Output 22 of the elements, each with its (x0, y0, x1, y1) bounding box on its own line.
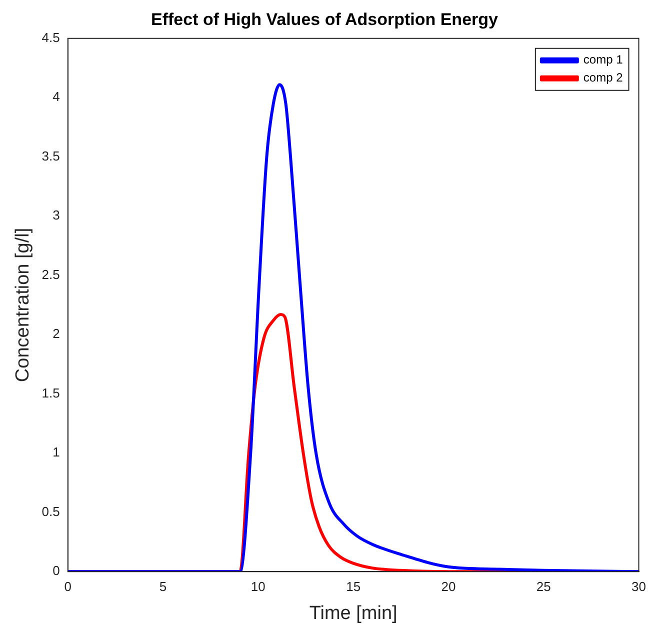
legend-label: comp 1 (583, 52, 624, 67)
x-tick-label: 10 (250, 578, 266, 594)
x-tick-label: 0 (64, 578, 72, 594)
x-tick-label: 5 (159, 578, 167, 594)
y-tick-label: 0.5 (42, 504, 60, 519)
y-tick-label: 4.5 (42, 30, 60, 45)
x-tick-label: 30 (632, 578, 646, 594)
y-tick-label: 1.5 (42, 385, 60, 400)
y-tick-label: 3 (52, 208, 60, 223)
x-axis-title: Time [min] (309, 602, 398, 624)
y-tick-label: 3.5 (42, 148, 60, 164)
y-tick-label: 1 (52, 444, 60, 460)
legend-label: comp 2 (583, 70, 624, 85)
x-tick-label: 25 (536, 578, 551, 594)
y-tick-label: 2 (52, 326, 60, 342)
x-tick-label: 20 (441, 578, 456, 594)
y-tick-label: 0 (52, 563, 60, 578)
y-tick-label: 2.5 (42, 266, 60, 282)
y-axis-title: Concentration [g/l] (12, 228, 34, 382)
x-tick-label: 15 (346, 578, 361, 594)
chart-title: Effect of High Values of Adsorption Energy (151, 10, 499, 29)
y-tick-label: 4 (52, 89, 60, 104)
